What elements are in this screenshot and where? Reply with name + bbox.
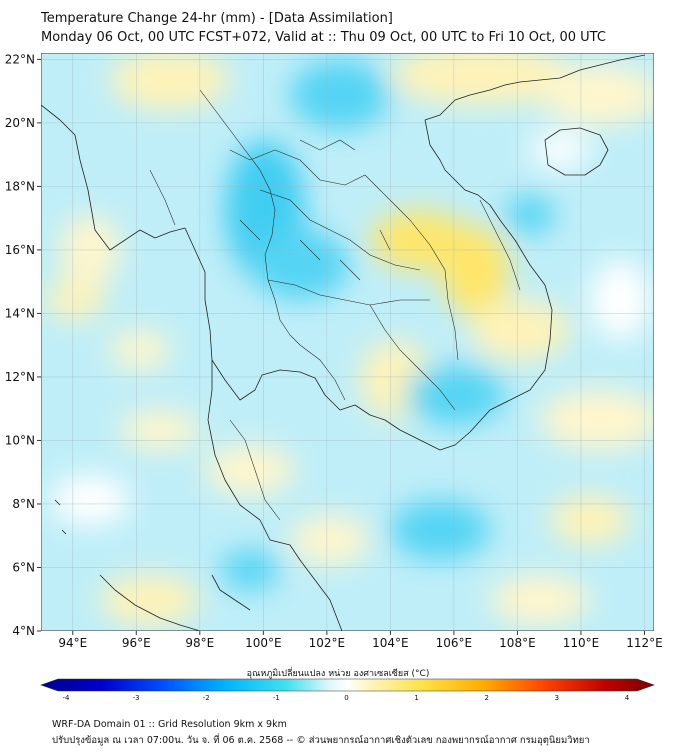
admin-borders	[149, 89, 521, 521]
longitude-labels: 94°E 96°E 98°E 100°E 102°E 104°E 106°E 108°E 110…	[58, 631, 663, 650]
colorbar-tick-label: -3	[133, 694, 140, 702]
lon-label: 110°E	[563, 636, 600, 650]
lat-label: 18°N	[5, 179, 35, 193]
lat-label: 6°N	[12, 560, 35, 574]
latitude-labels: 22°N 20°N 18°N 16°N 14°N 12°N 10°N 8°N 6°N 4°N	[5, 52, 41, 638]
lon-label: 98°E	[185, 636, 214, 650]
lon-label: 100°E	[245, 636, 282, 650]
map-subtitle: Monday 06 Oct, 00 UTC FCST+072, Valid at…	[41, 30, 606, 45]
coastlines	[41, 54, 646, 631]
colorbar-tick-label: -2	[203, 694, 210, 702]
lon-label: 94°E	[58, 636, 87, 650]
lat-label: 12°N	[5, 370, 35, 384]
temperature-field	[41, 53, 654, 631]
lon-label: 104°E	[372, 636, 409, 650]
lat-label: 14°N	[5, 306, 35, 320]
colorbar-tick-label: 0	[344, 694, 348, 702]
colorbar: -4 -3 -2 -1 0 1 2 3 4	[40, 678, 655, 702]
colorbar-tick-label: -4	[63, 694, 71, 702]
lat-label: 8°N	[12, 497, 35, 511]
lon-label: 96°E	[122, 636, 151, 650]
lat-label: 22°N	[5, 52, 35, 66]
lat-label: 20°N	[5, 116, 35, 130]
footer-credit: ปรับปรุงข้อมูล ณ เวลา 07:00น. วัน จ. ที่…	[52, 735, 590, 746]
lon-label: 106°E	[436, 636, 473, 650]
lat-label: 16°N	[5, 243, 35, 257]
lon-label: 112°E	[626, 636, 663, 650]
lat-label: 4°N	[12, 624, 35, 638]
colorbar-tick-label: -1	[273, 694, 280, 702]
colorbar-tick-label: 3	[555, 694, 559, 702]
footer-model-info: WRF-DA Domain 01 :: Grid Resolution 9km …	[52, 719, 287, 730]
colorbar-tick-label: 1	[414, 694, 418, 702]
lon-label: 102°E	[309, 636, 346, 650]
map-title: Temperature Change 24-hr (mm) - [Data As…	[41, 11, 393, 26]
colorbar-tick-label: 4	[625, 694, 630, 702]
colorbar-tick-label: 2	[485, 694, 489, 702]
lon-label: 108°E	[499, 636, 536, 650]
colorbar-title: อุณหภูมิเปลี่ยนแปลง หน่วย องศาเซลเซียส (…	[246, 669, 430, 679]
lat-label: 10°N	[5, 433, 35, 447]
